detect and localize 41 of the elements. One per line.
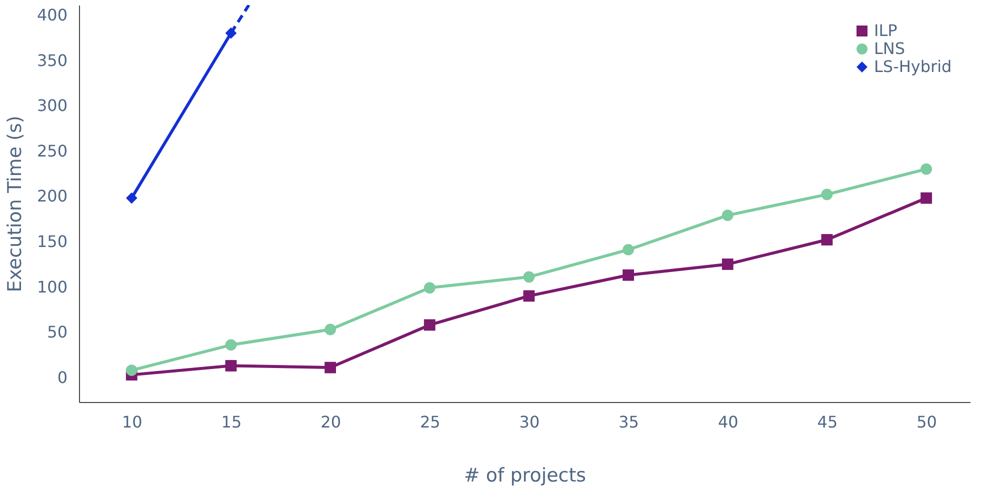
x-tick-label: 25 <box>420 412 440 432</box>
x-tick-label: 35 <box>618 412 639 432</box>
y-tick-label: 250 <box>36 141 68 160</box>
x-axis-title: # of projects <box>464 464 586 486</box>
y-tick-label: 300 <box>36 96 68 116</box>
y-tick-label: 50 <box>47 322 68 342</box>
y-tick-label: 350 <box>36 50 68 70</box>
point <box>622 269 634 281</box>
point <box>622 244 634 256</box>
x-tick-label: 15 <box>221 412 242 432</box>
point <box>523 290 535 302</box>
point <box>424 319 436 331</box>
legend-label: LNS <box>874 39 906 58</box>
x-tick-label: 30 <box>519 412 540 432</box>
x-tick-label: 50 <box>916 412 937 432</box>
point <box>324 324 336 336</box>
y-axis-title: Execution Time (s) <box>4 116 26 292</box>
y-tick-label: 200 <box>36 186 68 206</box>
y-tick-label: 100 <box>36 277 68 296</box>
x-tick-label: 45 <box>817 412 838 432</box>
legend-label: ILP <box>874 21 898 40</box>
y-tick-label: 0 <box>57 368 68 388</box>
y-tick-label: 400 <box>36 5 68 24</box>
point <box>126 192 138 204</box>
point <box>523 271 535 283</box>
point <box>920 192 932 204</box>
point <box>920 163 932 175</box>
point <box>821 234 833 246</box>
point <box>324 362 336 374</box>
point <box>126 364 138 376</box>
point <box>821 188 833 200</box>
legend-label: LS-Hybrid <box>874 57 952 76</box>
y-tick-label: 150 <box>36 232 68 252</box>
point <box>722 210 734 221</box>
point <box>424 282 436 294</box>
point <box>722 258 734 270</box>
x-tick-label: 10 <box>122 412 142 432</box>
point <box>225 360 237 372</box>
x-tick-label: 40 <box>718 412 738 432</box>
point <box>225 339 237 351</box>
x-tick-label: 20 <box>320 412 341 432</box>
